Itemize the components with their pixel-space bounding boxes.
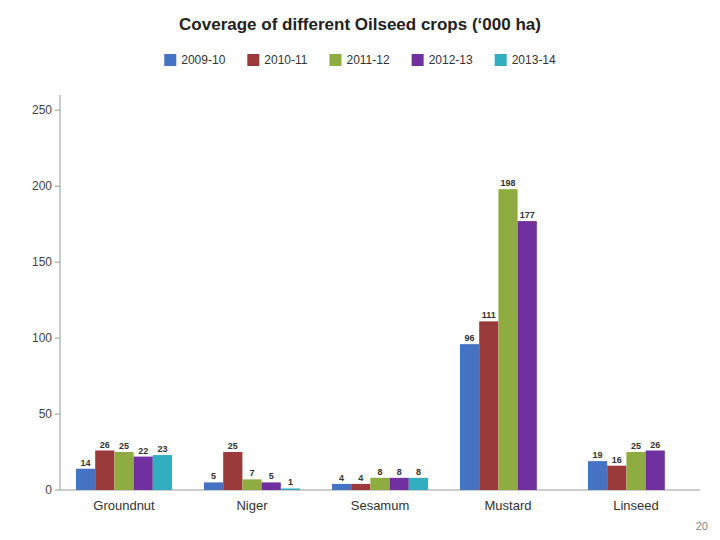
y-tick-label: 0	[45, 483, 52, 497]
data-label: 19	[593, 450, 603, 460]
x-tick-label: Linseed	[613, 498, 659, 513]
legend-item: 2010-11	[247, 53, 307, 67]
data-label: 96	[465, 333, 475, 343]
data-label: 16	[612, 455, 622, 465]
bar	[134, 457, 153, 490]
data-label: 198	[500, 178, 515, 188]
legend-item: 2012-13	[412, 53, 473, 67]
data-label: 25	[119, 441, 129, 451]
x-tick-label: Mustard	[485, 498, 532, 513]
bar	[281, 488, 300, 490]
data-label: 26	[650, 440, 660, 450]
legend-item: 2011-12	[329, 53, 389, 67]
bar	[332, 484, 351, 490]
data-label: 5	[269, 471, 274, 481]
bar	[262, 482, 281, 490]
data-label: 26	[100, 440, 110, 450]
bar	[204, 482, 223, 490]
legend: 2009-10 2010-11 2011-12 2012-13 2013-14	[164, 53, 556, 67]
data-label: 14	[81, 458, 91, 468]
bar	[588, 461, 607, 490]
legend-item: 2009-10	[164, 53, 225, 67]
legend-swatch	[412, 54, 424, 66]
y-tick-label: 200	[32, 179, 52, 193]
legend-label: 2013-14	[512, 53, 556, 67]
y-axis	[60, 95, 61, 490]
data-label: 8	[416, 467, 421, 477]
bar	[114, 452, 133, 490]
bar	[390, 478, 409, 490]
chart: Coverage of different Oilseed crops (‘00…	[0, 0, 720, 540]
data-label: 22	[138, 446, 148, 456]
legend-item: 2013-14	[495, 53, 556, 67]
bar	[95, 451, 114, 491]
data-labels: 14 5 4 96 19 26 25 4 111 16 25 7 8 198 25 22 5 8 177 26 23 1 8	[81, 178, 661, 487]
bar	[537, 490, 556, 491]
bar	[607, 466, 626, 490]
bar	[153, 455, 172, 490]
bar	[626, 452, 645, 490]
annotation: 20	[696, 520, 708, 532]
y-tick	[55, 262, 60, 263]
bar	[76, 469, 95, 490]
bar	[665, 490, 684, 491]
bars	[76, 189, 665, 490]
bar	[409, 478, 428, 490]
y-tick-label: 50	[39, 407, 53, 421]
data-label: 23	[157, 444, 167, 454]
bar	[351, 484, 370, 490]
legend-swatch	[164, 54, 176, 66]
y-tick	[55, 110, 60, 111]
legend-label: 2010-11	[264, 53, 307, 67]
data-label: 5	[211, 471, 216, 481]
x-tick-label: Sesamum	[351, 498, 410, 513]
legend-label: 2011-12	[346, 53, 389, 67]
legend-swatch	[495, 54, 507, 66]
bar	[646, 451, 665, 491]
y-tick-label: 100	[32, 331, 52, 345]
data-label: 1	[288, 477, 293, 487]
bar	[370, 478, 389, 490]
bar	[498, 189, 517, 490]
y-tick	[55, 186, 60, 187]
title: Coverage of different Oilseed crops (‘00…	[179, 15, 541, 34]
bar	[518, 221, 537, 490]
data-label: 4	[358, 473, 363, 483]
bar	[242, 479, 261, 490]
y-tick-label: 250	[32, 103, 52, 117]
data-label: 111	[482, 310, 496, 320]
bar	[223, 452, 242, 490]
bar	[460, 344, 479, 490]
legend-label: 2012-13	[429, 53, 473, 67]
data-label: 25	[631, 441, 641, 451]
x-tick-label: Groundnut	[93, 498, 155, 513]
data-label: 8	[377, 467, 382, 477]
x-tick-label: Niger	[236, 498, 268, 513]
data-label: 8	[397, 467, 402, 477]
data-label: 177	[520, 210, 535, 220]
data-label: 25	[228, 441, 238, 451]
data-label: 4	[339, 473, 344, 483]
legend-label: 2009-10	[181, 53, 225, 67]
legend-swatch	[329, 54, 341, 66]
data-label: 7	[249, 468, 254, 478]
y-tick	[55, 338, 60, 339]
bar	[479, 321, 498, 490]
legend-swatch	[247, 54, 259, 66]
y-tick-label: 150	[32, 255, 52, 269]
y-tick	[55, 414, 60, 415]
y-tick	[55, 490, 60, 491]
